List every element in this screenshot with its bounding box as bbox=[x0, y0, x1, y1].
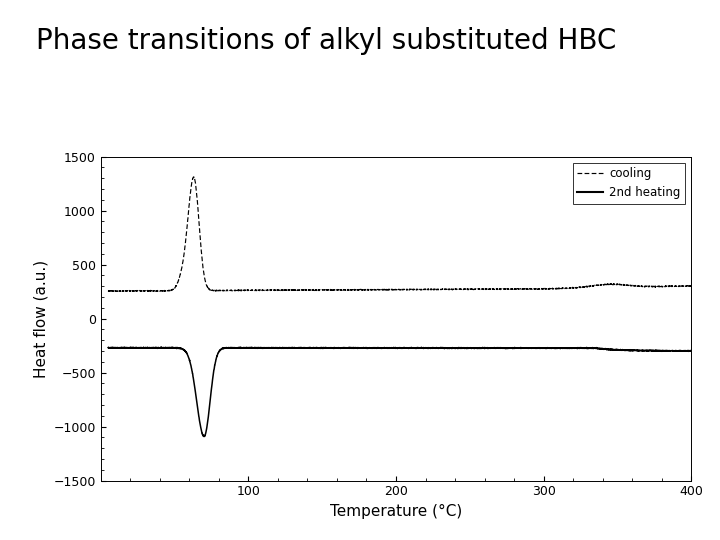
Legend: cooling, 2nd heating: cooling, 2nd heating bbox=[572, 163, 685, 204]
cooling bbox=[354, 287, 362, 293]
2nd heating bbox=[669, 347, 678, 354]
cooling bbox=[669, 283, 678, 289]
2nd heating bbox=[687, 348, 696, 354]
Text: Phase transitions of alkyl substituted HBC: Phase transitions of alkyl substituted H… bbox=[36, 27, 616, 55]
Line: 2nd heating: 2nd heating bbox=[108, 347, 691, 436]
Line: cooling: cooling bbox=[108, 177, 691, 292]
cooling bbox=[104, 287, 112, 294]
cooling bbox=[687, 283, 696, 289]
Y-axis label: Heat flow (a.u.): Heat flow (a.u.) bbox=[33, 260, 48, 377]
X-axis label: Temperature (°C): Temperature (°C) bbox=[330, 504, 462, 519]
2nd heating bbox=[168, 344, 177, 350]
2nd heating bbox=[349, 345, 358, 351]
cooling bbox=[640, 284, 649, 291]
2nd heating bbox=[640, 348, 649, 354]
2nd heating bbox=[200, 433, 209, 440]
2nd heating bbox=[381, 345, 390, 351]
2nd heating bbox=[354, 345, 362, 352]
2nd heating bbox=[104, 345, 112, 351]
cooling bbox=[189, 174, 198, 180]
cooling bbox=[528, 286, 536, 292]
cooling bbox=[349, 287, 358, 293]
cooling bbox=[107, 288, 115, 295]
cooling bbox=[381, 286, 390, 293]
2nd heating bbox=[528, 345, 536, 352]
